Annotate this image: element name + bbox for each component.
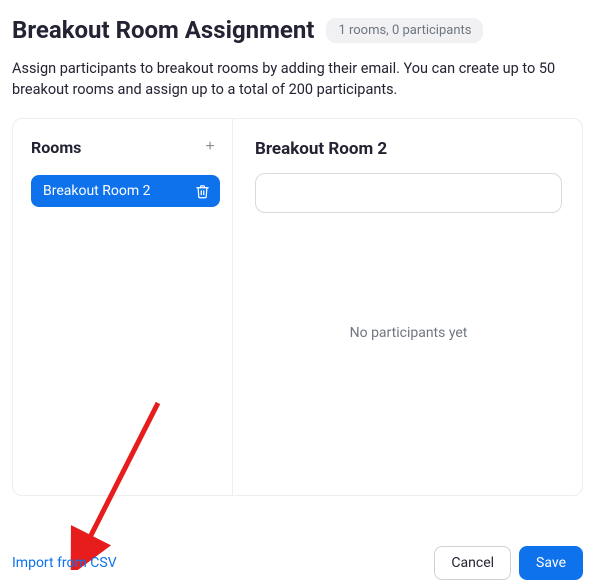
room-detail: Breakout Room 2 No participants yet — [233, 119, 582, 495]
room-count-badge: 1 rooms, 0 participants — [326, 18, 483, 43]
cancel-button[interactable]: Cancel — [434, 546, 511, 580]
room-detail-title: Breakout Room 2 — [255, 139, 562, 159]
import-csv-link[interactable]: Import from CSV — [12, 555, 117, 571]
participant-email-input[interactable] — [255, 173, 562, 213]
add-room-button[interactable]: + — [200, 137, 220, 157]
description-text: Assign participants to breakout rooms by… — [12, 58, 583, 100]
rooms-sidebar: Rooms + Breakout Room 2 — [13, 119, 233, 495]
no-participants-text: No participants yet — [255, 213, 562, 483]
plus-icon: + — [205, 139, 214, 155]
page-title: Breakout Room Assignment — [12, 16, 314, 44]
room-item[interactable]: Breakout Room 2 — [31, 175, 220, 207]
rooms-panel: Rooms + Breakout Room 2 Breakout Room 2 … — [12, 118, 583, 496]
room-item-label: Breakout Room 2 — [43, 183, 150, 199]
trash-icon[interactable] — [195, 184, 210, 199]
save-button[interactable]: Save — [519, 546, 583, 580]
rooms-label: Rooms — [31, 138, 81, 157]
